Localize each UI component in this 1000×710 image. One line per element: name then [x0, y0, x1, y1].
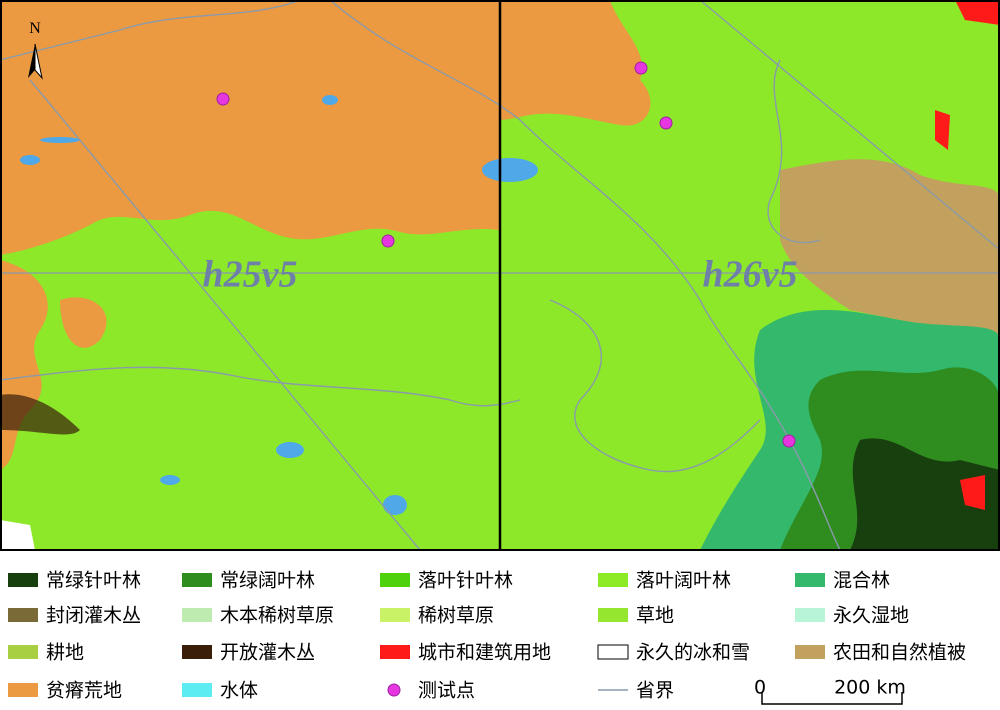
legend-label: 木本稀树草原 — [220, 605, 334, 627]
province-boundary — [0, 0, 301, 61]
legend-label: 永久的冰和雪 — [636, 642, 750, 664]
lake — [482, 158, 538, 182]
province-boundary — [29, 79, 421, 551]
ice — [0, 520, 35, 550]
legend-swatch — [795, 645, 825, 659]
scale-end: 200 km — [834, 677, 906, 699]
lake — [40, 137, 80, 143]
urban — [960, 475, 985, 510]
province-boundary — [549, 299, 761, 473]
scale-bar: 0 200 km — [754, 677, 906, 705]
province-boundary — [767, 59, 821, 244]
legend-label: 草地 — [636, 605, 674, 627]
barren-area — [0, 0, 500, 255]
test-point — [659, 116, 673, 130]
legend-swatch — [182, 608, 212, 622]
lake — [20, 155, 40, 165]
legend-swatch — [182, 573, 212, 587]
legend-label: 稀树草原 — [418, 605, 494, 627]
test-point — [216, 92, 230, 106]
legend-label: 测试点 — [418, 680, 475, 702]
legend-label: 耕地 — [46, 642, 84, 664]
tile-label: h26v5 — [703, 254, 798, 296]
legend-label: 永久湿地 — [833, 605, 909, 627]
legend-label: 贫瘠荒地 — [46, 680, 122, 702]
map: h25v5 h26v5 N — [0, 0, 1000, 551]
legend-swatch — [795, 608, 825, 622]
legend-label: 省界 — [636, 680, 674, 702]
map-frame — [0, 0, 1000, 551]
legend-label: 开放灌木丛 — [220, 642, 315, 664]
north-arrow-right — [34, 43, 43, 80]
legend-label: 常绿阔叶林 — [220, 570, 315, 592]
lake — [383, 495, 407, 515]
test-point — [381, 234, 395, 248]
legend-label: 落叶阔叶林 — [636, 570, 731, 592]
province-boundary — [0, 366, 521, 407]
legend-label: 城市和建筑用地 — [418, 642, 551, 664]
lake — [322, 95, 338, 105]
urban — [935, 110, 950, 150]
legend-swatch — [598, 608, 628, 622]
legend-label: 常绿针叶林 — [46, 570, 141, 592]
needleleaf-forest — [850, 438, 1000, 550]
legend-label: 落叶针叶林 — [418, 570, 513, 592]
legend-label: 混合林 — [833, 570, 890, 592]
legend-swatch — [380, 608, 410, 622]
lake — [160, 475, 180, 485]
barren-area — [500, 0, 651, 126]
north-arrow-left — [28, 44, 35, 78]
barren-area — [60, 297, 107, 348]
legend-swatch — [182, 645, 212, 659]
scale-bar-line — [761, 692, 903, 705]
province-boundary — [699, 0, 1000, 251]
lake — [276, 442, 304, 458]
legend-swatch — [795, 573, 825, 587]
test-points — [216, 61, 796, 448]
province-boundary — [329, 0, 841, 551]
legend-swatch — [598, 573, 628, 587]
legend-swatch — [182, 683, 212, 697]
legend-swatch — [8, 645, 38, 659]
shrubland — [0, 394, 80, 435]
legend-swatch — [380, 573, 410, 587]
legend-swatch — [8, 608, 38, 622]
legend-swatch — [8, 683, 38, 697]
legend-swatch — [380, 645, 410, 659]
north-arrow: N — [28, 20, 43, 80]
scale-start: 0 — [754, 677, 766, 699]
legend-label: 水体 — [220, 680, 258, 702]
legend-swatch — [8, 573, 38, 587]
test-point — [782, 434, 796, 448]
legend-label: 封闭灌木丛 — [46, 605, 141, 627]
legend-point — [387, 683, 401, 697]
tile-label: h25v5 — [203, 254, 298, 296]
test-point — [634, 61, 648, 75]
urban — [955, 0, 1000, 25]
north-label: N — [29, 20, 41, 37]
legend-label: 农田和自然植被 — [833, 642, 966, 664]
legend-swatch — [597, 644, 629, 660]
